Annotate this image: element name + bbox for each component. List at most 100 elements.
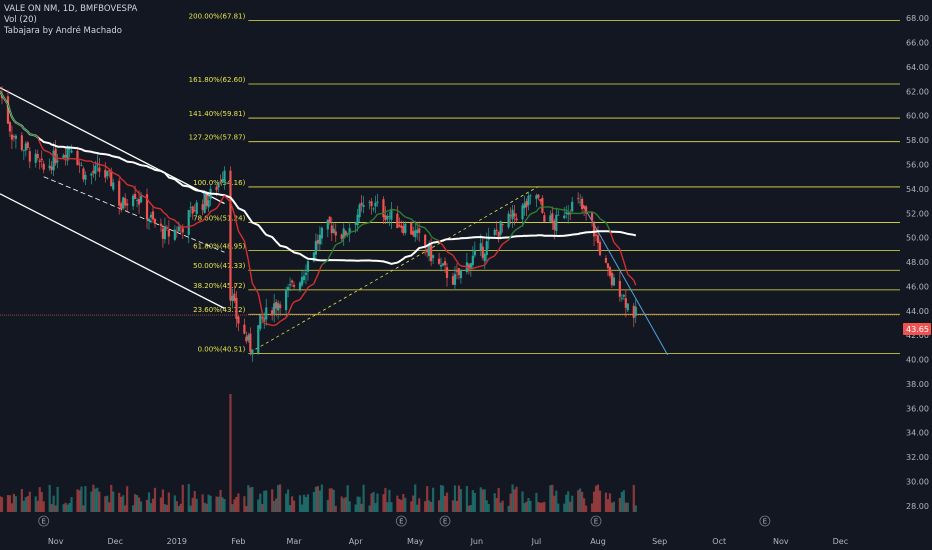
candle-body bbox=[467, 264, 470, 270]
volume-bar bbox=[441, 485, 445, 512]
volume-bar bbox=[388, 489, 391, 512]
volume-bar bbox=[245, 505, 248, 512]
candle-body bbox=[151, 211, 155, 220]
volume-bar bbox=[598, 490, 602, 512]
volume-bar bbox=[513, 489, 516, 512]
candle-body bbox=[370, 201, 373, 207]
moving-average-fast-segment bbox=[176, 221, 180, 225]
earnings-marker-letter: E bbox=[41, 518, 45, 526]
volume-bar bbox=[76, 489, 79, 512]
moving-average-fast-segment bbox=[305, 286, 309, 292]
moving-average-fast-segment bbox=[625, 268, 629, 275]
symbol-title[interactable]: VALE ON NM, 1D, BMFBOVESPA bbox=[4, 4, 138, 14]
candle-body bbox=[233, 293, 236, 301]
volume-bar bbox=[485, 500, 488, 512]
volume-bar bbox=[133, 494, 137, 512]
candle-body bbox=[626, 303, 629, 311]
moving-average-fast-segment bbox=[249, 271, 254, 284]
price-axis[interactable]: 28.00 30.00 32.00 34.00 36.00 38.00 40.00 42.00… bbox=[906, 14, 929, 511]
candle-body bbox=[382, 199, 385, 218]
volume-bar bbox=[173, 495, 176, 512]
moving-average-fast-segment bbox=[472, 267, 476, 270]
candle-body bbox=[432, 255, 435, 258]
volume-bar bbox=[612, 501, 616, 512]
volume-bar bbox=[28, 491, 31, 512]
volume-bar bbox=[217, 496, 220, 512]
moving-average-fast-segment bbox=[303, 290, 307, 295]
volume-bar bbox=[304, 497, 308, 512]
moving-average-fast-segment bbox=[96, 162, 100, 166]
moving-average-fast-segment bbox=[538, 206, 541, 210]
volume-bar bbox=[0, 496, 2, 512]
moving-average-fast-segment bbox=[0, 91, 3, 96]
candle-body bbox=[469, 263, 472, 268]
fib-level-label: 78.60%(51.24) bbox=[193, 215, 245, 223]
volume-bar bbox=[479, 487, 482, 512]
volume-bar bbox=[396, 495, 399, 512]
earnings-marker-icon bbox=[759, 515, 771, 527]
volume-bar bbox=[279, 484, 282, 512]
volume-bar bbox=[584, 505, 588, 512]
volume-bar bbox=[135, 495, 139, 512]
candle-body bbox=[426, 249, 429, 253]
volume-bar bbox=[0, 496, 4, 512]
x-tick-label: May bbox=[407, 537, 424, 546]
candle-body bbox=[511, 209, 514, 220]
candle-body bbox=[275, 302, 278, 309]
volume-bar bbox=[432, 487, 435, 512]
candle-body bbox=[332, 228, 335, 233]
moving-average-fast-segment bbox=[331, 247, 335, 253]
volume-bar bbox=[398, 499, 401, 512]
moving-average-fast-segment bbox=[37, 137, 41, 143]
moving-average-fast-segment bbox=[613, 241, 621, 250]
moving-average-fast-segment bbox=[540, 205, 543, 208]
candle-body bbox=[203, 193, 206, 213]
volume-bar bbox=[376, 493, 379, 512]
moving-average-fast-segment bbox=[609, 230, 613, 237]
volume-indicator-label[interactable]: Vol (20) bbox=[4, 15, 37, 25]
volume-bar bbox=[261, 503, 264, 512]
candle-body bbox=[314, 241, 317, 255]
candle-body bbox=[537, 194, 540, 198]
candle-body bbox=[64, 154, 67, 158]
candle-body bbox=[457, 268, 461, 275]
volume-bar bbox=[632, 484, 635, 512]
volume-bar bbox=[78, 490, 81, 512]
earnings-marker-icon bbox=[38, 515, 50, 527]
candle-body bbox=[52, 150, 55, 171]
volume-bar bbox=[553, 495, 556, 512]
moving-average-fast-segment bbox=[243, 240, 248, 251]
moving-average-fast-segment bbox=[110, 171, 114, 174]
volume-bar bbox=[273, 500, 276, 512]
volume-bar bbox=[318, 490, 321, 512]
moving-average-fast-segment bbox=[357, 226, 361, 230]
y-tick-label: 56.00 bbox=[906, 161, 929, 170]
volume-bar bbox=[596, 484, 600, 512]
volume-bar bbox=[326, 499, 329, 512]
moving-average-fast-segment bbox=[327, 255, 331, 261]
y-tick-label: 60.00 bbox=[906, 112, 929, 121]
candle-body bbox=[277, 303, 280, 311]
volume-bar bbox=[557, 503, 560, 512]
moving-average-fast-segment bbox=[164, 212, 168, 216]
moving-average-fast-segment bbox=[558, 208, 565, 211]
tabajara-indicator-label[interactable]: Tabajara by André Machado bbox=[4, 26, 122, 36]
time-axis[interactable]: Nov Dec 2019 Feb Mar Apr May Jun Jul Aug Sep Oct Nov… bbox=[38, 515, 848, 546]
volume-bar bbox=[370, 493, 373, 512]
moving-average-fast-segment bbox=[550, 206, 553, 209]
moving-average-fast-segment bbox=[333, 244, 337, 249]
moving-average-fast-segment bbox=[275, 322, 279, 326]
volume-bar bbox=[412, 495, 415, 512]
volume-bar bbox=[191, 497, 194, 512]
candle-body bbox=[400, 225, 403, 228]
moving-average-fast-segment bbox=[402, 214, 406, 218]
volume-bar bbox=[149, 503, 153, 512]
volume-bar bbox=[507, 505, 510, 512]
channel-upper-line bbox=[0, 87, 225, 205]
volume-bar bbox=[346, 485, 349, 512]
candle-body bbox=[527, 195, 530, 206]
volume-bar bbox=[36, 500, 39, 512]
volume-bar bbox=[50, 504, 53, 512]
volume-bar bbox=[92, 484, 95, 512]
